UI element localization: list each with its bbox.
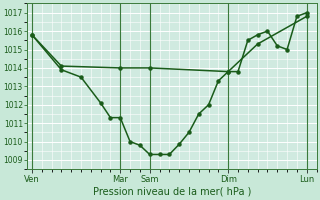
- X-axis label: Pression niveau de la mer( hPa ): Pression niveau de la mer( hPa ): [92, 187, 251, 197]
